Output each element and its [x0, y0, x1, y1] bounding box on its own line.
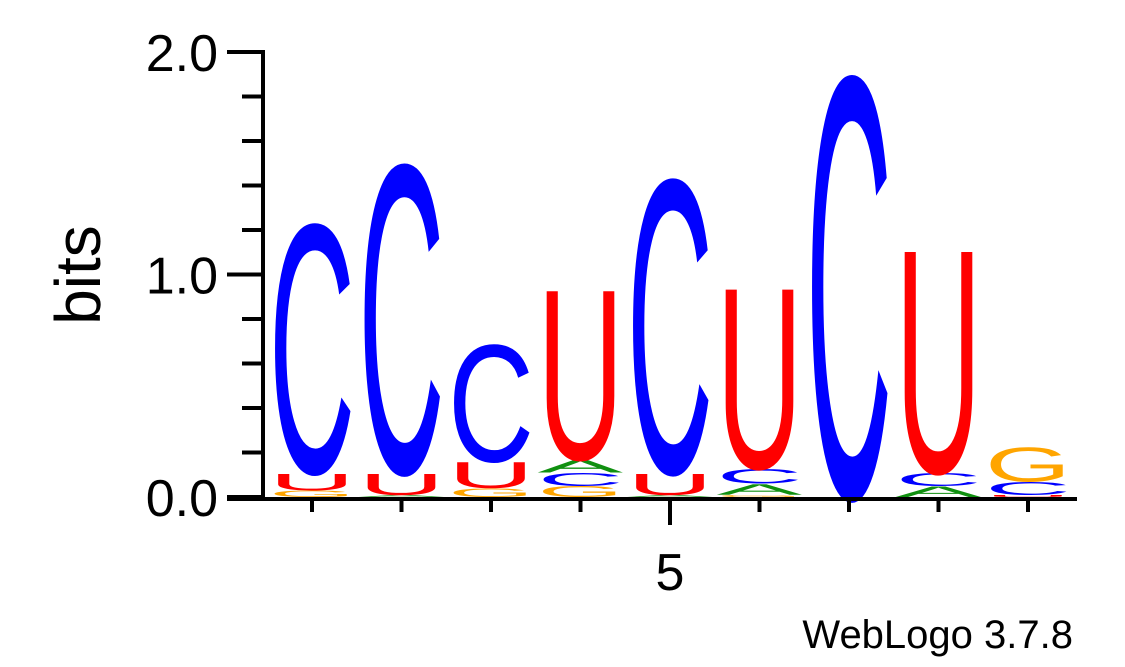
logo-letter-U-pos-9: U [985, 494, 1071, 497]
weblogo-version-label: WebLogo 3.7.8 [802, 613, 1073, 657]
logo-letter-A-pos-4: A [538, 456, 624, 476]
logo-letter-U-pos-4: U [538, 238, 624, 511]
logo-letter-U-pos-3: U [448, 455, 534, 496]
y-tick-label: 2.0 [146, 25, 218, 83]
logo-letter-G-pos-1: G [269, 489, 355, 499]
logo-letter-A-pos-6: A [717, 481, 803, 498]
logo-letter-A-pos-5: A [627, 494, 713, 497]
logo-letter-U-pos-8: U [896, 184, 982, 542]
logo-letter-C-pos-5: C [627, 91, 713, 562]
logo-letter-G-pos-6: G [717, 494, 803, 497]
logo-letter-G-pos-3: G [448, 486, 534, 500]
logo-letter-A-pos-2: A [359, 494, 445, 497]
logo-letter-U-pos-1: U [269, 468, 355, 495]
logo-letter-U-pos-2: U [359, 467, 445, 501]
y-tick-label: 0.0 [146, 470, 218, 528]
y-tick-label: 1.0 [146, 248, 218, 306]
x-axis-ticks: 5 [310, 499, 1030, 602]
logo-letter-C-pos-2: C [359, 72, 445, 566]
y-axis-title: bits [42, 225, 114, 325]
logo-letter-C-pos-1: C [269, 151, 355, 549]
logo-letter-C-pos-8: C [896, 470, 982, 490]
y-axis-ticks: 0.0 1.0 2.0 [146, 25, 263, 528]
logo-letter-G-pos-4: G [538, 483, 624, 500]
logo-letter-U-pos-6: U [717, 233, 803, 523]
logo-letter-C-pos-6: C [717, 465, 803, 489]
logo-letter-G-pos-9: G [985, 438, 1071, 492]
x-tick-label: 5 [656, 544, 685, 602]
logo-letter-C-pos-7: C [806, 0, 892, 626]
logo-letter-U-pos-5: U [627, 467, 713, 501]
logo-letter-C-pos-9: C [985, 478, 1071, 498]
logo-letter-A-pos-8: A [896, 483, 982, 500]
logo-letter-C-pos-3: C [448, 309, 534, 497]
logo-letter-C-pos-4: C [538, 470, 624, 490]
